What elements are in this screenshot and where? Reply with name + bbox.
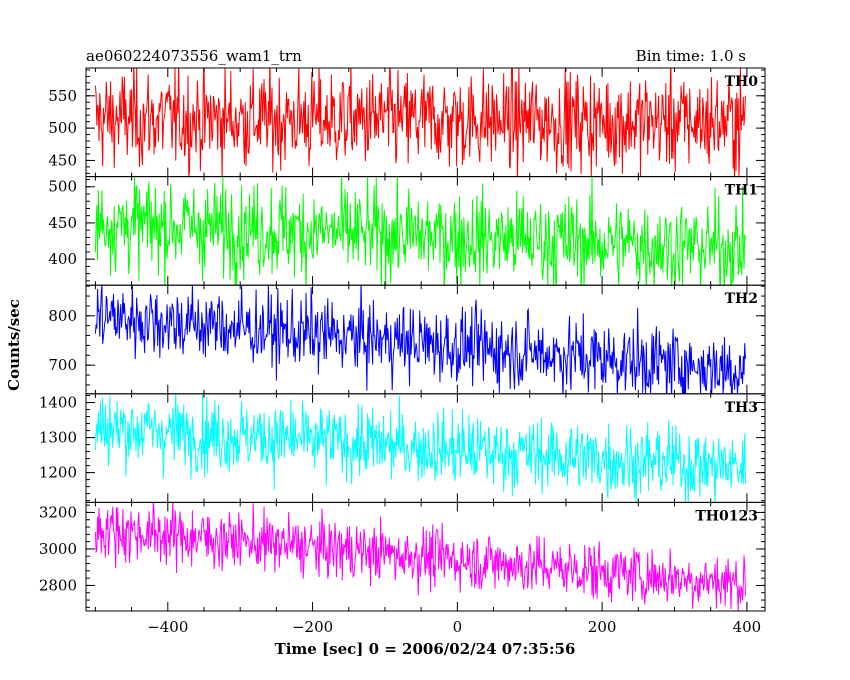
y-tick-label: 3200 <box>39 503 77 521</box>
y-tick-label: 2800 <box>39 576 77 594</box>
y-tick-label: 450 <box>48 214 77 232</box>
x-axis-ticks: −400 −200 0 200 400 <box>147 618 761 636</box>
y-tick-label: 1300 <box>39 429 77 447</box>
y-tick-label: 550 <box>48 87 77 105</box>
y-tick-label: 1200 <box>39 464 77 482</box>
y-tick-label: 700 <box>48 356 77 374</box>
series-line-th1 <box>94 176 746 286</box>
x-tick-label: 400 <box>733 618 762 636</box>
x-tick-label: 0 <box>453 618 463 636</box>
series-line-th0 <box>94 68 746 177</box>
panel-th0: 450 500 550 TH0 <box>48 67 766 178</box>
y-tick-label: 800 <box>48 307 77 325</box>
x-tick-label: −200 <box>292 618 333 636</box>
series-line-th2 <box>94 285 746 394</box>
series-line-th3 <box>94 393 746 503</box>
title-left: ae060224073556_wam1_trn <box>86 47 302 65</box>
title-right: Bin time: 1.0 s <box>636 47 746 65</box>
series-line-th0123 <box>94 502 746 611</box>
y-axis-label: Counts/sec <box>5 299 23 391</box>
y-tick-label: 500 <box>48 178 77 196</box>
x-axis-label: Time [sec] 0 = 2006/02/24 07:35:56 <box>275 640 576 658</box>
panel-th2: 700 800 TH2 <box>48 284 766 395</box>
y-tick-label: 400 <box>48 250 77 268</box>
y-tick-label: 3000 <box>39 540 77 558</box>
y-tick-label: 450 <box>48 151 77 169</box>
panel-label-th3: TH3 <box>725 400 758 416</box>
y-tick-label: 500 <box>48 119 77 137</box>
y-tick-label: 1400 <box>39 394 77 412</box>
panel-label-th0: TH0 <box>725 74 759 90</box>
panel-th0123: 2800 3000 3200 TH0123 <box>39 501 766 612</box>
panel-label-th2: TH2 <box>725 291 758 307</box>
x-tick-label: −400 <box>147 618 188 636</box>
panel-label-th1: TH1 <box>725 183 758 199</box>
panels: 450 500 550 TH0 400 450 500 TH1 700 800 TH2 1200 130… <box>39 67 766 612</box>
x-tick-label: 200 <box>588 618 617 636</box>
panel-th3: 1200 1300 1400 TH3 <box>39 393 766 503</box>
panel-label-th0123: TH0123 <box>695 508 758 524</box>
panel-th1: 400 450 500 TH1 <box>48 176 766 286</box>
